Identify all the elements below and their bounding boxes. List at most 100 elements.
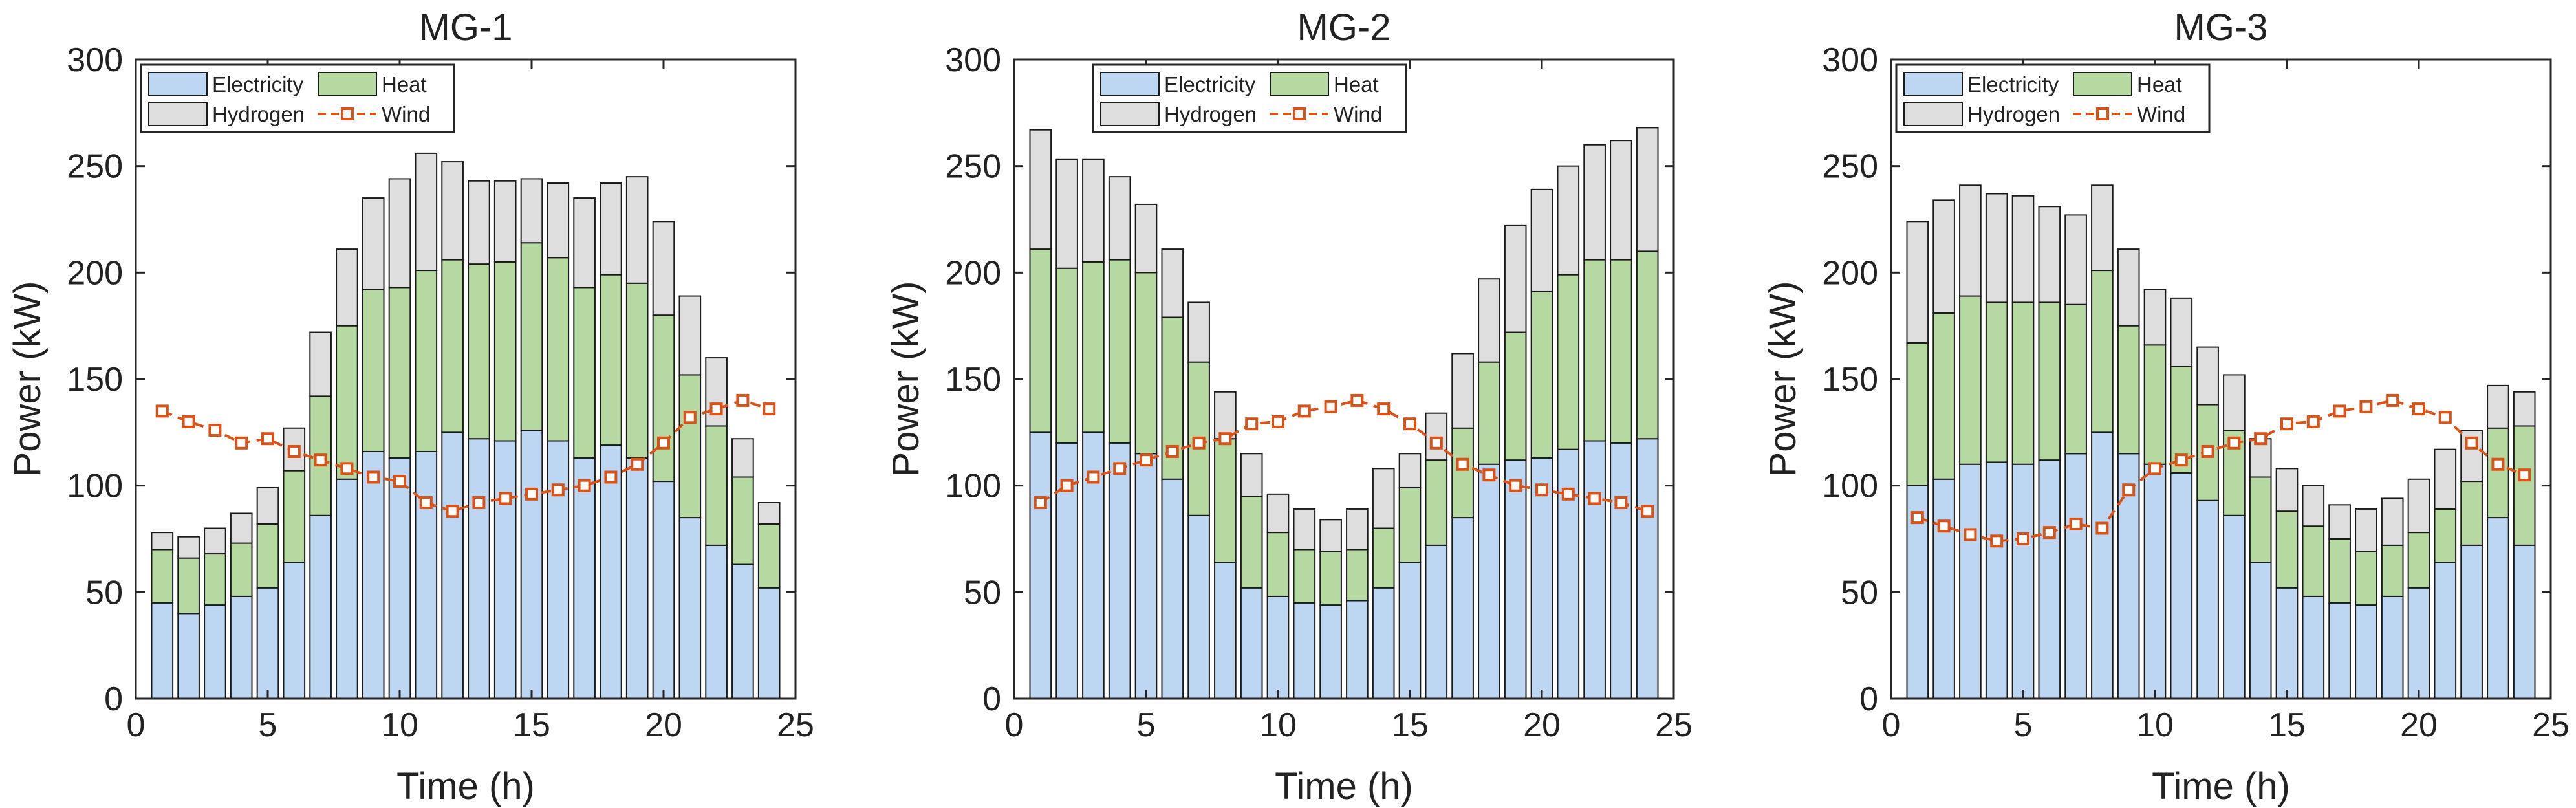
wind-marker-12 [1324, 400, 1337, 413]
legend-label-heat: Heat [1334, 72, 1379, 96]
bar-heat-1 [151, 549, 174, 604]
legend-label-heat: Heat [2137, 72, 2182, 96]
wind-marker-18 [1482, 468, 1496, 482]
wind-marker-11 [1297, 404, 1311, 418]
bar-heat-14 [2249, 476, 2272, 563]
bar-heat-16 [547, 257, 570, 442]
wind-marker-16 [2306, 415, 2320, 428]
bar-hydrogen-17 [573, 197, 596, 289]
bar-hydrogen-23 [731, 438, 754, 478]
bar-heat-18 [2355, 551, 2377, 606]
bar-hydrogen-6 [283, 427, 306, 472]
bar-electricity-21 [2434, 562, 2457, 700]
bar-heat-8 [336, 325, 358, 480]
bar-electricity-17 [2328, 602, 2351, 699]
bar-heat-16 [2302, 525, 2325, 597]
bar-electricity-14 [493, 440, 517, 699]
bar-heat-14 [1372, 527, 1395, 589]
wind-marker-5 [261, 432, 274, 446]
x-tick-label: 10 [2136, 706, 2174, 744]
wind-marker-13 [1350, 393, 1364, 407]
wind-marker-19 [2386, 393, 2399, 407]
x-tick-label: 5 [259, 706, 277, 744]
bar-hydrogen-23 [2487, 384, 2509, 429]
bar-electricity-9 [362, 450, 385, 699]
bar-hydrogen-20 [1530, 188, 1553, 292]
y-tick-label: 300 [1822, 41, 1878, 79]
wind-marker-5 [2017, 532, 2029, 545]
legend-label-electricity: Electricity [1967, 72, 2059, 96]
wind-marker-22 [709, 402, 723, 416]
bar-heat-13 [1346, 549, 1369, 602]
x-tick-label: 20 [1523, 706, 1561, 744]
wind-marker-1 [1910, 511, 1924, 525]
bar-heat-19 [1504, 331, 1527, 461]
x-axis-label: Time (h) [2152, 765, 2290, 807]
wind-marker-16 [551, 483, 565, 497]
bar-hydrogen-7 [2064, 214, 2087, 305]
bar-heat-6 [2038, 301, 2061, 461]
bar-heat-1 [1906, 342, 1929, 486]
bar-heat-20 [652, 314, 675, 483]
bar-heat-9 [362, 289, 385, 452]
bar-hydrogen-3 [1959, 184, 1982, 297]
bar-electricity-15 [520, 430, 543, 699]
bar-heat-16 [1425, 459, 1448, 546]
chart-title: MG-2 [1297, 6, 1391, 49]
wind-marker-9 [2122, 483, 2136, 497]
bar-hydrogen-8 [336, 248, 358, 327]
y-tick-label: 50 [85, 574, 123, 611]
bar-hydrogen-22 [705, 357, 728, 427]
x-tick-label: 15 [2268, 706, 2306, 744]
y-axis-label: Power (kW) [885, 281, 927, 477]
bar-electricity-3 [1959, 463, 1982, 699]
bar-heat-23 [2487, 427, 2509, 519]
bar-electricity-7 [309, 514, 332, 699]
wind-line [1917, 399, 2525, 543]
bar-electricity-4 [1108, 442, 1131, 699]
bar-electricity-20 [2407, 587, 2430, 699]
legend-label-electricity: Electricity [212, 72, 304, 96]
bar-hydrogen-5 [1134, 203, 1158, 274]
bar-heat-24 [757, 523, 781, 589]
bar-electricity-23 [731, 563, 754, 700]
wind-marker-10 [2148, 462, 2161, 475]
bar-heat-4 [1108, 259, 1131, 444]
bar-heat-24 [2513, 425, 2536, 546]
wind-marker-18 [2359, 400, 2373, 413]
bar-hydrogen-17 [1451, 353, 1474, 429]
y-tick-label: 150 [1822, 361, 1878, 399]
bar-electricity-19 [1504, 459, 1527, 699]
wind-marker-24 [2518, 468, 2531, 482]
legend-label-wind: Wind [2137, 102, 2185, 126]
bar-electricity-2 [177, 613, 200, 699]
bar-electricity-13 [468, 438, 490, 699]
wind-marker-3 [1087, 470, 1100, 484]
wind-marker-11 [2174, 453, 2188, 467]
bar-heat-23 [1610, 259, 1632, 444]
x-tick-label: 10 [381, 706, 418, 744]
x-tick-label: 0 [1005, 706, 1024, 744]
y-tick-label: 100 [945, 468, 1001, 505]
wind-marker-24 [763, 402, 776, 416]
bar-hydrogen-12 [2196, 346, 2219, 406]
wind-marker-22 [2465, 436, 2478, 450]
legend-label-wind: Wind [382, 102, 430, 126]
bar-electricity-11 [415, 450, 438, 699]
bar-electricity-2 [1932, 478, 1955, 700]
bar-hydrogen-24 [757, 502, 781, 525]
bar-heat-4 [230, 542, 253, 597]
bar-hydrogen-20 [652, 221, 675, 316]
bar-electricity-22 [705, 544, 728, 699]
bar-electricity-18 [1478, 463, 1500, 699]
bar-electricity-13 [1346, 600, 1369, 699]
bar-hydrogen-8 [1214, 391, 1237, 440]
wind-marker-5 [1140, 453, 1153, 467]
bar-heat-15 [520, 242, 543, 431]
bar-hydrogen-18 [2355, 508, 2377, 552]
y-tick-label: 250 [67, 148, 123, 186]
wind-marker-17 [1456, 457, 1469, 471]
bar-electricity-8 [336, 478, 358, 700]
bar-heat-8 [1214, 438, 1237, 563]
